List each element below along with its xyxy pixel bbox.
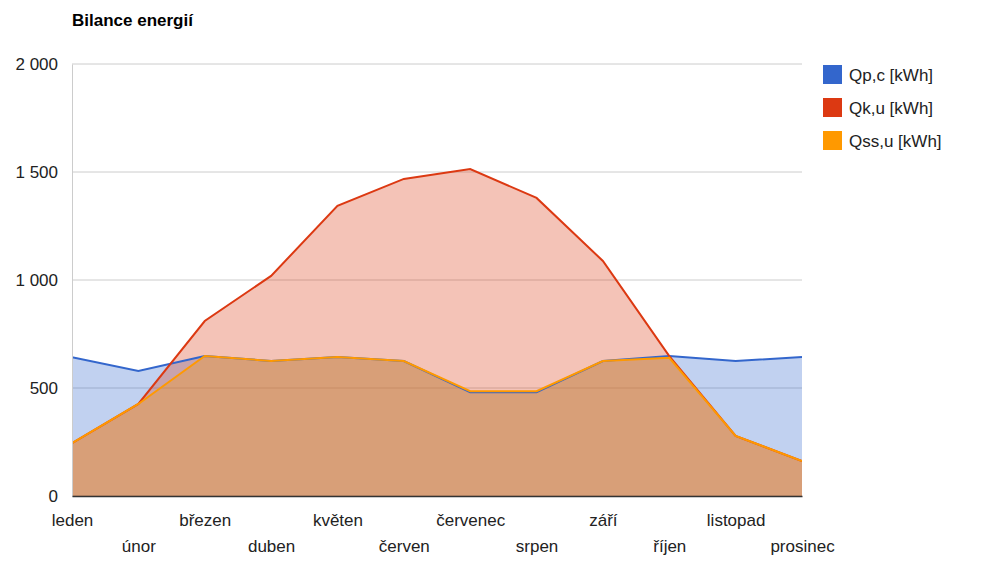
tick-label: březen — [179, 511, 231, 530]
tick-label: 1 000 — [15, 271, 58, 290]
tick: leden — [52, 496, 94, 530]
axis-line — [73, 496, 803, 498]
tick: červenec — [436, 496, 505, 530]
legend-swatch — [823, 131, 842, 150]
tick: 500 — [30, 379, 72, 398]
tick-label: duben — [248, 537, 295, 556]
line — [72, 169, 802, 461]
tick-label: listopad — [707, 511, 766, 530]
tick-label: červenec — [436, 511, 505, 530]
area — [72, 356, 802, 496]
tick-label: září — [589, 511, 618, 530]
tick-label: srpen — [516, 537, 559, 556]
legend-label: Qk,u [kWh] — [849, 99, 933, 118]
axis-line — [72, 65, 73, 497]
tick: září — [589, 496, 618, 530]
tick: červen — [379, 496, 430, 556]
legend-label: Qp,c [kWh] — [849, 66, 933, 85]
tick-label: 500 — [30, 379, 58, 398]
y-axis: 0 500 1 000 1 500 2 000 — [15, 55, 72, 506]
tick: 2 000 — [15, 55, 72, 74]
tick: březen — [179, 496, 231, 530]
legend-swatch — [823, 98, 842, 117]
tick: 0 — [49, 487, 72, 506]
legend-swatch — [823, 65, 842, 84]
legend: Qp,c [kWh] Qk,u [kWh] Qss,u [kWh] — [823, 65, 942, 151]
tick-label: prosinec — [770, 537, 835, 556]
area — [72, 356, 802, 496]
tick-label: leden — [52, 511, 94, 530]
tick: říjen — [653, 496, 686, 556]
area — [72, 169, 802, 496]
grid — [72, 64, 802, 496]
plot-area — [72, 169, 802, 496]
grid-line — [72, 64, 802, 65]
tick: únor — [122, 496, 156, 556]
legend-label: Qss,u [kWh] — [849, 132, 942, 151]
grid-line — [72, 172, 802, 173]
title: Bilance energií — [72, 11, 194, 30]
tick-label: 0 — [49, 487, 58, 506]
tick: srpen — [516, 496, 559, 556]
line — [72, 356, 802, 461]
tick: duben — [248, 496, 295, 556]
tick-label: 1 500 — [15, 163, 58, 182]
tick-label: únor — [122, 537, 156, 556]
chart: Bilance energií 0 500 1 000 1 500 2 000 leden ú… — [0, 0, 991, 570]
tick: 1 500 — [15, 163, 72, 182]
tick-label: říjen — [653, 537, 686, 556]
x-axis: leden únor březen duben květen červen červenec… — [52, 496, 835, 556]
tick-label: 2 000 — [15, 55, 58, 74]
line — [72, 356, 802, 392]
tick: 1 000 — [15, 271, 72, 290]
tick-label: červen — [379, 537, 430, 556]
tick: květen — [313, 496, 363, 530]
tick: listopad — [707, 496, 766, 530]
tick-label: květen — [313, 511, 363, 530]
tick: prosinec — [770, 496, 835, 556]
